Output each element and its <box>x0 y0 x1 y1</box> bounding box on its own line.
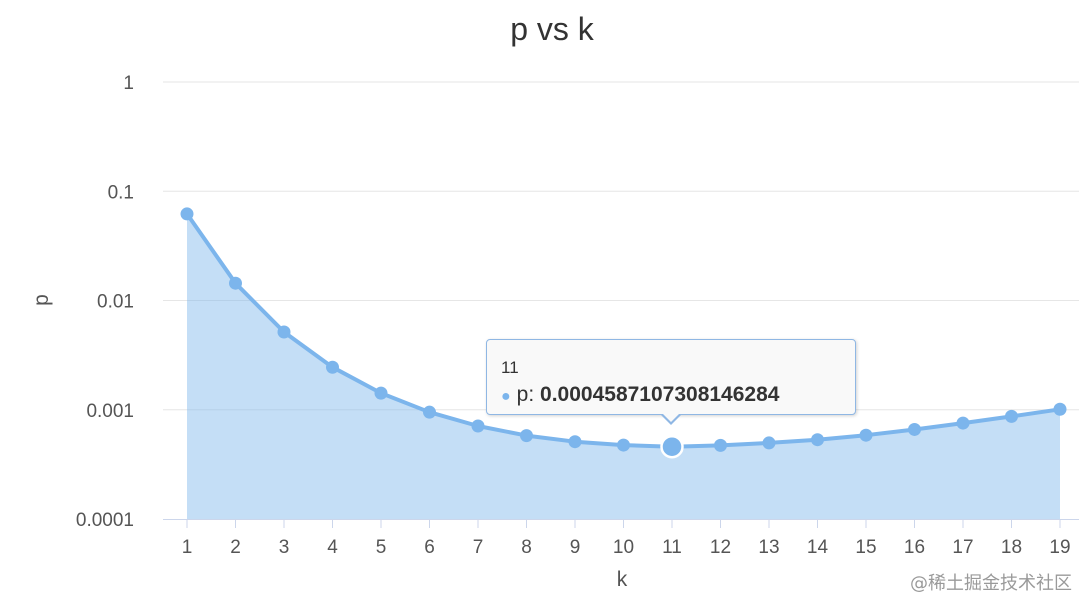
data-point[interactable] <box>374 386 388 400</box>
x-tick-label: 10 <box>613 537 634 558</box>
x-tick-label: 2 <box>230 537 241 558</box>
y-tick-label: 0.01 <box>97 292 134 313</box>
watermark: @稀土掘金技术社区 <box>910 573 1072 594</box>
data-point[interactable] <box>277 325 291 339</box>
data-point-highlighted[interactable] <box>660 434 684 459</box>
data-point[interactable] <box>471 419 485 433</box>
y-tick-label: 1 <box>123 73 134 94</box>
y-tick-label: 0.1 <box>108 182 134 203</box>
area-layer <box>187 213 1060 519</box>
x-tick-label: 6 <box>424 537 435 558</box>
x-tick-label: 14 <box>807 537 829 558</box>
x-tick-label: 1 <box>182 537 193 558</box>
tooltip-pointer-fill <box>662 413 680 422</box>
x-tick-label: 13 <box>758 537 779 558</box>
x-axis: 1 2 3 4 5 6 7 8 9 10 11 12 13 14 15 16 17 18 19 <box>163 519 1079 558</box>
data-point[interactable] <box>762 436 776 450</box>
data-point[interactable] <box>908 422 921 436</box>
x-tick-label: 9 <box>570 537 581 558</box>
data-point[interactable] <box>423 405 436 419</box>
tooltip-header: 11 <box>501 358 519 377</box>
series-area <box>187 213 1060 519</box>
series-marker-icon: ● <box>501 388 511 405</box>
x-tick-label: 4 <box>327 537 338 558</box>
data-point[interactable] <box>1005 409 1018 423</box>
x-axis-title: k <box>617 568 628 591</box>
data-tooltip: 11 ● p: 0.0004587107308146284 <box>486 339 856 425</box>
data-point[interactable] <box>229 276 242 290</box>
x-tick-label: 16 <box>904 537 925 558</box>
data-point[interactable] <box>811 433 824 447</box>
x-tick-label: 17 <box>952 537 973 558</box>
x-tick-label: 8 <box>521 537 532 558</box>
x-tick-label: 15 <box>855 537 876 558</box>
y-axis: 0.0001 0.001 0.01 0.1 1 <box>76 73 134 531</box>
data-point[interactable] <box>520 429 533 443</box>
x-tick-label: 3 <box>279 537 290 558</box>
tooltip-row: ● p: 0.0004587107308146284 <box>501 383 779 407</box>
x-tick-label: 11 <box>662 537 682 558</box>
data-point[interactable] <box>326 360 339 374</box>
y-axis-title: p <box>30 294 53 306</box>
data-point[interactable] <box>180 207 194 221</box>
data-point[interactable] <box>617 438 630 452</box>
data-point[interactable] <box>956 416 970 430</box>
x-tick-label: 19 <box>1049 537 1070 558</box>
data-point[interactable] <box>859 428 873 442</box>
series-layer[interactable] <box>180 207 1067 459</box>
y-tick-label: 0.0001 <box>76 510 134 531</box>
data-point[interactable] <box>1053 402 1067 416</box>
tooltip-series-name: p: <box>516 383 535 406</box>
y-tick-label: 0.001 <box>86 401 134 422</box>
chart-title: p vs k <box>510 11 595 47</box>
x-tick-label: 7 <box>473 537 484 558</box>
x-tick-label: 18 <box>1001 537 1022 558</box>
tooltip-value: 0.0004587107308146284 <box>540 383 780 406</box>
data-point[interactable] <box>714 438 727 452</box>
x-tick-label: 12 <box>710 537 731 558</box>
data-point[interactable] <box>568 435 582 449</box>
x-tick-label: 5 <box>376 537 387 558</box>
